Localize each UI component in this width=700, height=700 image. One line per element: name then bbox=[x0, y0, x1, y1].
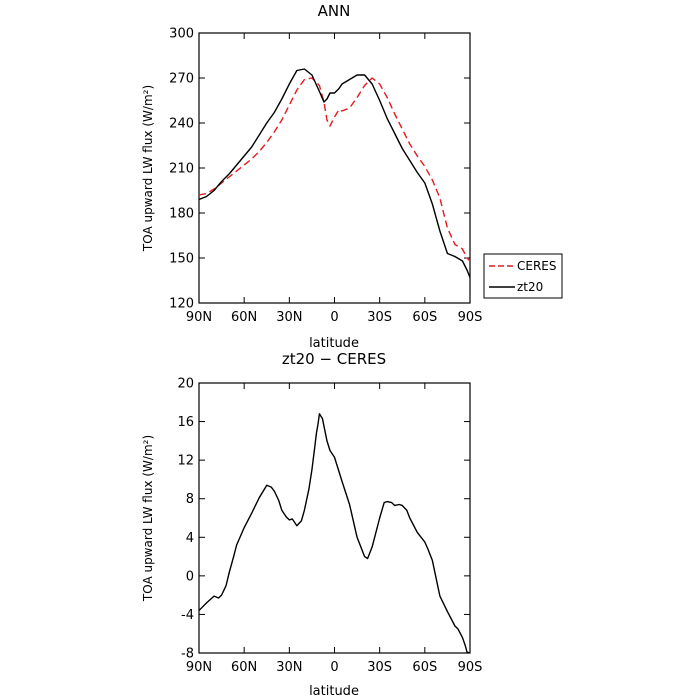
bottom-plot-frame bbox=[198, 382, 471, 654]
bottom-y-tick-label: 8 bbox=[186, 492, 194, 507]
bottom-y-tick-label: 16 bbox=[177, 415, 194, 430]
top-chart-title: ANN bbox=[318, 2, 351, 20]
top-x-tick-label: 60N bbox=[231, 310, 257, 325]
top-y-tick-label: 210 bbox=[169, 162, 194, 177]
legend-ceres-label: CERES bbox=[517, 259, 557, 273]
top-series-line-ceres bbox=[198, 77, 471, 262]
bottom-x-tick-label: 60N bbox=[231, 660, 257, 675]
bottom-series-line-difference bbox=[198, 413, 471, 654]
top-x-axis-label: latitude bbox=[309, 336, 359, 351]
bottom-x-tick-label: 60S bbox=[412, 660, 437, 675]
top-y-axis-label: TOA upward LW flux (W/m²) bbox=[141, 85, 155, 252]
bottom-x-axis: 90N 60N 30N 0 30S 60S 90S bbox=[186, 383, 483, 675]
bottom-y-tick-label: 4 bbox=[186, 531, 194, 546]
bottom-y-tick-label: 0 bbox=[186, 569, 194, 584]
legend: CERES zt20 bbox=[483, 253, 563, 299]
top-x-axis: 90N 60N 30N 0 30S 60S 90S bbox=[186, 33, 483, 325]
bottom-y-tick-label: 20 bbox=[177, 377, 194, 392]
bottom-x-tick-label: 30S bbox=[367, 660, 392, 675]
bottom-x-axis-label: latitude bbox=[309, 684, 359, 699]
bottom-x-tick-label: 90S bbox=[458, 660, 483, 675]
top-y-tick-label: 150 bbox=[169, 252, 194, 267]
top-y-axis: 120 150 180 210 240 270 300 bbox=[169, 27, 470, 312]
top-series bbox=[198, 68, 471, 278]
bottom-panel: zt20 − CERES -8 -4 0 4 8 12 16 20 90N 60N 30N 0 30S… bbox=[141, 350, 482, 699]
top-x-tick-label: 30N bbox=[276, 310, 302, 325]
bottom-x-tick-label: 90N bbox=[186, 660, 212, 675]
top-y-tick-label: 240 bbox=[169, 117, 194, 132]
bottom-x-tick-label: 0 bbox=[330, 660, 338, 675]
bottom-series bbox=[198, 413, 471, 654]
top-x-tick-label: 90N bbox=[186, 310, 212, 325]
top-series-line-zt20 bbox=[198, 68, 471, 278]
bottom-chart-title: zt20 − CERES bbox=[282, 350, 386, 368]
legend-box bbox=[483, 253, 563, 299]
top-x-tick-label: 60S bbox=[412, 310, 437, 325]
bottom-y-tick-label: -8 bbox=[181, 647, 194, 662]
bottom-x-tick-label: 30N bbox=[276, 660, 302, 675]
bottom-y-axis-label: TOA upward LW flux (W/m²) bbox=[141, 435, 155, 602]
legend-zt20-label: zt20 bbox=[517, 280, 543, 294]
top-y-tick-label: 270 bbox=[169, 72, 194, 87]
top-panel: ANN 120 150 180 210 240 270 300 90N 60N 30N 0 30S 6… bbox=[141, 2, 563, 351]
bottom-y-axis: -8 -4 0 4 8 12 16 20 bbox=[177, 377, 470, 662]
top-x-tick-label: 30S bbox=[367, 310, 392, 325]
top-y-tick-label: 120 bbox=[169, 297, 194, 312]
bottom-y-tick-label: -4 bbox=[181, 608, 194, 623]
top-x-tick-label: 90S bbox=[458, 310, 483, 325]
bottom-y-tick-label: 12 bbox=[177, 454, 194, 469]
top-y-tick-label: 300 bbox=[169, 27, 194, 42]
top-y-tick-label: 180 bbox=[169, 207, 194, 222]
top-x-tick-label: 0 bbox=[330, 310, 338, 325]
